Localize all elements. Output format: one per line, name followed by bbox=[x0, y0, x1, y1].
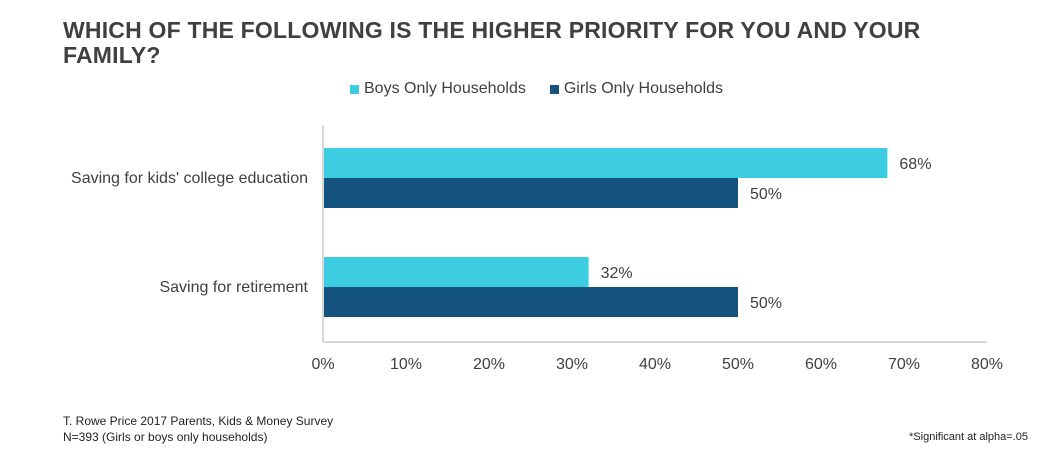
legend-item-girls: Girls Only Households bbox=[549, 80, 724, 98]
bar-boys bbox=[324, 257, 589, 287]
x-tick-label: 50% bbox=[722, 356, 754, 373]
category-label: Saving for kids' college education bbox=[71, 170, 308, 187]
legend-swatch-boys bbox=[350, 84, 359, 94]
legend: Boys Only Households Girls Only Househol… bbox=[350, 79, 747, 99]
x-tick-label: 80% bbox=[971, 356, 1003, 373]
x-tick-label: 40% bbox=[639, 356, 671, 373]
legend-label-boys: Boys Only Households bbox=[364, 80, 526, 97]
source-text: T. Rowe Price 2017 Parents, Kids & Money… bbox=[63, 414, 334, 428]
bar-value-label: 32% bbox=[601, 265, 633, 282]
x-tick-label: 60% bbox=[805, 356, 837, 373]
legend-label-girls: Girls Only Households bbox=[563, 80, 724, 97]
legend-swatch-girls bbox=[549, 84, 559, 94]
bar-girls bbox=[324, 178, 738, 208]
legend-item-boys: Boys Only Households bbox=[350, 80, 526, 98]
significance-note: *Significant at alpha=.05 bbox=[909, 431, 1028, 443]
bar-value-label: 50% bbox=[750, 186, 782, 203]
x-tick-label: 20% bbox=[473, 356, 505, 373]
sample-text: N=393 (Girls or boys only households) bbox=[63, 430, 268, 444]
x-tick-label: 0% bbox=[311, 356, 334, 373]
bar-girls bbox=[324, 287, 738, 317]
category-label: Saving for retirement bbox=[159, 279, 308, 296]
x-tick-label: 70% bbox=[888, 356, 920, 373]
x-tick-label: 10% bbox=[390, 356, 422, 373]
footer-source: T. Rowe Price 2017 Parents, Kids & Money… bbox=[63, 413, 333, 445]
bar-value-label: 50% bbox=[750, 295, 782, 312]
bar-value-label: 68% bbox=[899, 156, 931, 173]
bar-boys bbox=[324, 148, 888, 178]
chart-title: WHICH OF THE FOLLOWING IS THE HIGHER PRI… bbox=[63, 17, 921, 68]
x-tick-label: 30% bbox=[556, 356, 588, 373]
